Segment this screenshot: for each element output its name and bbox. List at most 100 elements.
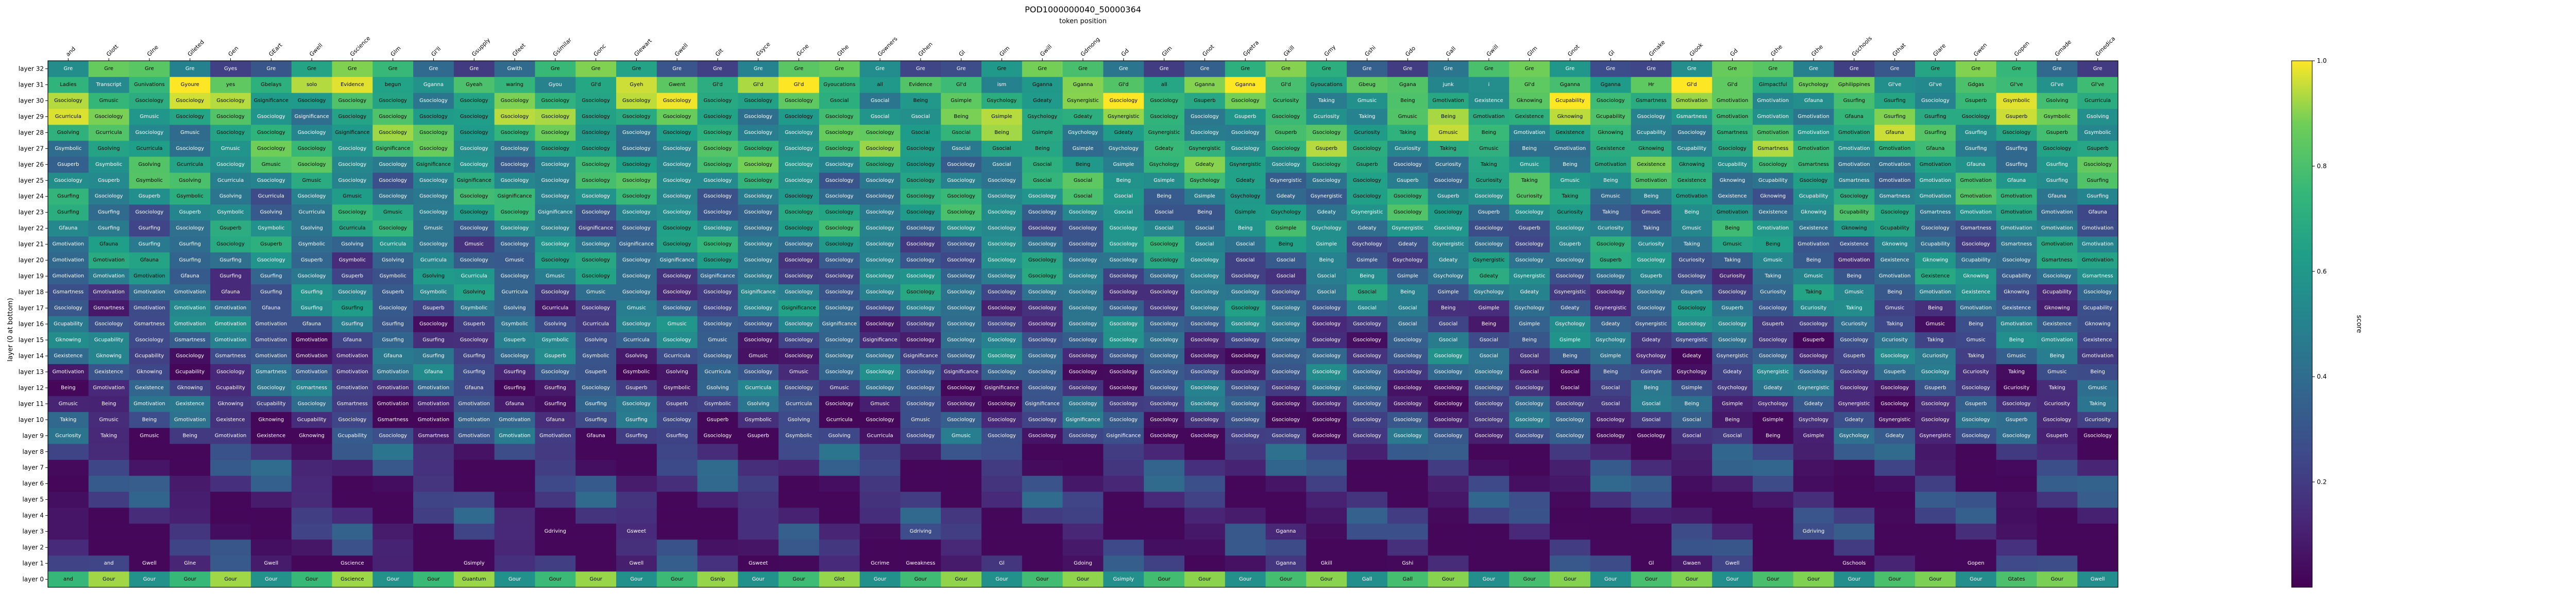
heatmap-cell (291, 76, 332, 93)
heatmap-cell (819, 76, 860, 93)
heatmap-cell (1712, 156, 1753, 173)
heatmap-cell (656, 412, 698, 428)
heatmap-cell (1306, 380, 1347, 396)
heatmap-cell (1874, 316, 1916, 332)
x-tick-label: Gen (227, 45, 240, 58)
heatmap-cell (941, 460, 982, 476)
cell-token-label: Gknowing (1801, 210, 1826, 215)
cell-token-label: Taking (2089, 401, 2106, 406)
cell-token-label: Gsuperb (179, 210, 201, 215)
heatmap-cell (1062, 491, 1104, 508)
y-tick-label: layer 7 (22, 464, 44, 471)
cell-token-label: Gwell (142, 560, 157, 566)
heatmap-cell (1347, 412, 1388, 428)
cell-token-label: Gsociology (582, 210, 610, 215)
cell-token-label: Gsociology (1475, 194, 1503, 199)
heatmap-cell (900, 380, 941, 396)
heatmap-cell (575, 332, 617, 348)
x-tick-label: Gwill (1485, 43, 1500, 58)
heatmap-cell (1022, 92, 1063, 109)
cell-token-label: Gsociology (866, 274, 894, 279)
heatmap-cell (1144, 236, 1185, 253)
heatmap-cell (494, 491, 535, 508)
cell-token-label: Gsociology (1191, 130, 1219, 135)
heatmap-cell (291, 364, 332, 380)
cell-token-label: Gsociology (1191, 258, 1219, 263)
heatmap-cell (1590, 236, 1631, 253)
cell-token-label: Being (1847, 274, 1861, 279)
heatmap-cell (1509, 140, 1550, 157)
cell-token-label: Gsociology (622, 210, 651, 215)
cell-token-label: Gour (792, 576, 805, 582)
cell-token-label: Gsimple (1681, 385, 1702, 390)
cell-token-label: Gsociology (1962, 242, 1990, 247)
cell-token-label: Gsociology (1109, 353, 1138, 359)
cell-token-label: Gsociology (1231, 305, 1260, 311)
cell-token-label: Gdriving (545, 529, 566, 534)
cell-token-label: Gsociology (1394, 417, 1422, 422)
cell-token-label: Gmotivation (1473, 114, 1505, 120)
heatmap-cell (941, 412, 982, 428)
heatmap-cell (1915, 332, 1956, 348)
heatmap-cell (1103, 220, 1144, 237)
heatmap-cell (1550, 444, 1591, 460)
cell-token-label: Gsocial (1439, 337, 1458, 343)
heatmap-cell (1347, 523, 1388, 540)
cell-token-label: Gsociology (1475, 369, 1503, 375)
cell-token-label: Gre (145, 66, 154, 72)
heatmap-cell (1428, 571, 1469, 588)
cell-token-label: Gknowing (1882, 242, 1908, 247)
heatmap-cell (1631, 364, 1672, 380)
heatmap-cell (1306, 412, 1347, 428)
heatmap-cell (170, 539, 211, 556)
cell-token-label: Gsocial (1114, 210, 1133, 215)
cell-token-label: Gsociology (947, 258, 975, 263)
cell-token-label: Gsociology (1434, 433, 1463, 438)
cell-token-label: Gdeaty (1886, 433, 1904, 438)
heatmap-cell (1184, 555, 1226, 572)
heatmap-cell (1022, 220, 1063, 237)
cell-token-label: Gsociology (541, 242, 569, 247)
heatmap-cell (1184, 76, 1226, 93)
heatmap-cell (1306, 507, 1347, 524)
heatmap-cell (129, 491, 170, 508)
heatmap-cell (819, 380, 860, 396)
heatmap-cell (1306, 124, 1347, 141)
cell-token-label: Gdeaty (1804, 401, 1823, 406)
heatmap-cell (738, 284, 779, 300)
cell-token-label: Gsociology (1515, 258, 1544, 263)
heatmap-cell (616, 76, 657, 93)
cell-token-label: Gfauna (546, 417, 565, 422)
cell-token-label: Gsociology (663, 162, 691, 167)
cell-token-label: Gsociology (1028, 337, 1057, 343)
heatmap-cell (1915, 507, 1956, 524)
cell-token-label: Gmusic (180, 130, 199, 135)
cell-token-label: Gmotivation (93, 274, 125, 279)
heatmap-cell (1550, 412, 1591, 428)
heatmap-cell (1631, 523, 1672, 540)
heatmap-cell (1306, 460, 1347, 476)
heatmap-cell (1550, 555, 1591, 572)
heatmap-cell (981, 555, 1023, 572)
cell-token-label: Gsurfing (57, 194, 79, 199)
heatmap-cell (1631, 507, 1672, 524)
heatmap-cell (1468, 507, 1510, 524)
heatmap-cell (1225, 444, 1266, 460)
heatmap-cell (616, 364, 657, 380)
cell-token-label: Gsociology (1637, 290, 1666, 295)
heatmap-cell (1631, 380, 1672, 396)
cell-token-label: Gsociology (541, 114, 569, 120)
cell-token-label: Gsimple (1113, 162, 1134, 167)
heatmap-cell (1225, 475, 1266, 492)
heatmap-cell (413, 316, 454, 332)
heatmap-cell (1996, 332, 2037, 348)
heatmap-cell (332, 61, 373, 77)
heatmap-cell (453, 460, 495, 476)
cell-token-label: Gmotivation (1676, 194, 1708, 199)
heatmap-cell (981, 364, 1023, 380)
heatmap-cell (1387, 523, 1429, 540)
heatmap-cell (535, 475, 576, 492)
heatmap-cell (1874, 188, 1916, 205)
heatmap-cell (1062, 300, 1104, 316)
heatmap-cell (819, 236, 860, 253)
